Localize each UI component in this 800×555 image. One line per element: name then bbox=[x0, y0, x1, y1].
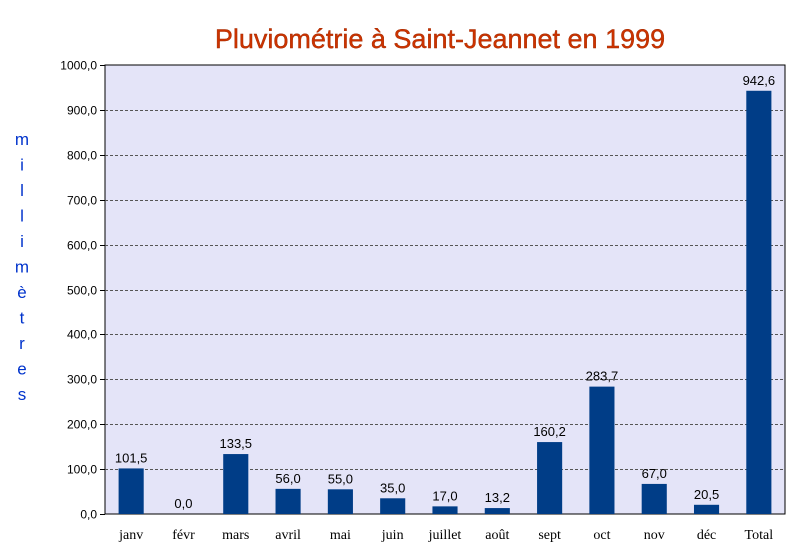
data-label: 20,5 bbox=[694, 487, 719, 502]
bar-9 bbox=[537, 442, 563, 514]
bar-3 bbox=[223, 454, 249, 514]
bar-8 bbox=[484, 508, 510, 514]
plot-area bbox=[104, 64, 786, 515]
data-label: 101,5 bbox=[115, 450, 148, 465]
data-label: 35,0 bbox=[380, 480, 405, 495]
bar-10 bbox=[589, 386, 615, 514]
data-label: 283,7 bbox=[586, 369, 619, 384]
y-tick-label: 800,0 bbox=[67, 149, 97, 163]
data-label: 55,0 bbox=[328, 471, 353, 486]
y-axis-label-char: s bbox=[18, 385, 27, 404]
bar-1 bbox=[118, 468, 144, 514]
data-label: 0,0 bbox=[174, 496, 192, 511]
x-tick-label: août bbox=[485, 528, 509, 543]
y-axis-label-char: m bbox=[15, 258, 29, 277]
y-axis-label-char: e bbox=[17, 360, 26, 379]
bar-7 bbox=[432, 506, 458, 514]
bar-11 bbox=[641, 483, 667, 514]
data-label: 942,6 bbox=[743, 73, 776, 88]
y-axis-label-char: l bbox=[20, 181, 24, 200]
y-axis-label-char: m bbox=[15, 130, 29, 149]
bar-12 bbox=[693, 504, 720, 514]
y-axis-label-char: r bbox=[19, 334, 25, 353]
x-tick-label: déc bbox=[697, 528, 716, 543]
y-axis-label-char: l bbox=[20, 207, 24, 226]
bar-4 bbox=[275, 488, 301, 514]
data-labels: 101,5 0,0 133,5 56,0 55,0 35,0 17,0 13,2 160,2 28… bbox=[115, 73, 775, 511]
x-tick-label: sept bbox=[538, 528, 561, 543]
y-tick-label: 600,0 bbox=[67, 239, 97, 253]
x-axis-ticks: janv févr mars avril mai juin juillet août sept o… bbox=[118, 528, 773, 543]
chart-title: Pluviométrie à Saint-Jeannet en 1999 bbox=[215, 24, 665, 54]
x-tick-label: janv bbox=[118, 528, 143, 543]
x-tick-label: nov bbox=[644, 528, 665, 543]
y-tick-label: 400,0 bbox=[67, 328, 97, 342]
x-tick-label: juillet bbox=[428, 528, 462, 543]
data-label: 67,0 bbox=[642, 466, 667, 481]
x-tick-label: oct bbox=[593, 528, 610, 543]
y-tick-label: 0,0 bbox=[80, 508, 97, 522]
y-tick-label: 200,0 bbox=[67, 418, 97, 432]
x-tick-label: mars bbox=[222, 528, 249, 543]
y-tick-label: 500,0 bbox=[67, 284, 97, 298]
y-axis-label-char: i bbox=[20, 232, 24, 251]
data-label: 133,5 bbox=[219, 436, 252, 451]
data-label: 13,2 bbox=[485, 490, 510, 505]
y-tick-label: 300,0 bbox=[67, 373, 97, 387]
x-tick-label: mai bbox=[330, 528, 351, 543]
data-label: 56,0 bbox=[275, 471, 300, 486]
bar-5 bbox=[327, 489, 353, 514]
y-axis-label-char: t bbox=[20, 309, 25, 328]
y-tick-label: 900,0 bbox=[67, 104, 97, 118]
y-tick-label: 100,0 bbox=[67, 463, 97, 477]
y-axis-label-char: i bbox=[20, 156, 24, 175]
x-tick-label: Total bbox=[745, 528, 774, 543]
data-label: 160,2 bbox=[533, 424, 566, 439]
y-axis-label-char: è bbox=[17, 283, 26, 302]
grid-lines bbox=[105, 110, 785, 470]
y-tick-label: 1000,0 bbox=[60, 59, 97, 73]
x-tick-label: avril bbox=[275, 528, 301, 543]
x-tick-label: févr bbox=[172, 528, 195, 543]
x-tick-label: juin bbox=[381, 528, 404, 543]
bar-6 bbox=[380, 498, 406, 514]
data-label: 17,0 bbox=[432, 488, 457, 503]
y-tick-label: 700,0 bbox=[67, 194, 97, 208]
y-axis-ticks: 0,0 100,0 200,0 300,0 400,0 500,0 600,0 700,0 80… bbox=[60, 59, 105, 522]
bars bbox=[118, 90, 772, 515]
bar-13 bbox=[746, 90, 772, 515]
